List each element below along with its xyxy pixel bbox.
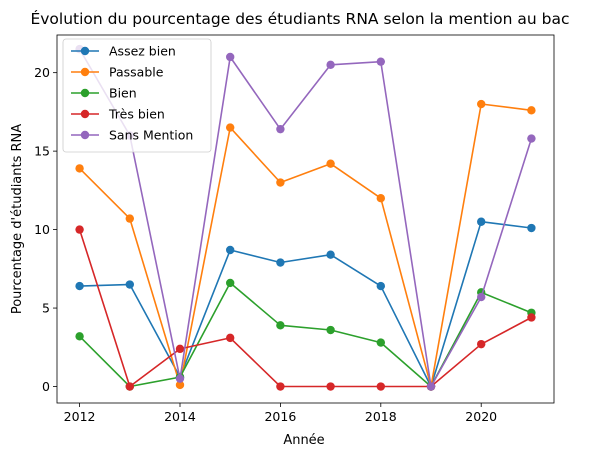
y-tick-label: 5	[42, 301, 50, 316]
data-point-passable	[75, 164, 84, 173]
data-point-tres-bien	[276, 382, 285, 391]
data-point-assez-bien	[527, 223, 536, 233]
data-point-passable	[276, 178, 285, 187]
legend-marker	[80, 67, 90, 77]
series-assez-bien	[75, 217, 536, 391]
data-point-sans-mention	[276, 124, 285, 134]
data-point-bien	[376, 338, 386, 347]
series-line-bien	[79, 282, 532, 388]
data-point-passable	[326, 159, 335, 168]
data-point-assez-bien	[75, 281, 84, 291]
legend-label: Sans Mention	[109, 128, 193, 143]
data-point-sans-mention	[175, 374, 185, 383]
series-line-sans-mention	[78, 48, 533, 388]
x-axis-label: Année	[283, 433, 324, 448]
series-line-assez-bien	[79, 220, 532, 388]
data-point-assez-bien	[225, 245, 235, 255]
legend: Assez bien Passable Bien Très bien Sans Ment…	[62, 38, 212, 153]
legend-marker	[80, 109, 90, 119]
x-tick-label: 2014	[164, 409, 196, 424]
legend-label: Très bien	[108, 107, 165, 122]
data-point-tres-bien	[477, 339, 486, 349]
data-point-bien	[276, 321, 285, 330]
x-tick-label: 2012	[64, 409, 96, 424]
data-point-sans-mention	[376, 57, 386, 66]
data-point-passable	[477, 99, 486, 109]
data-point-tres-bien	[326, 382, 335, 391]
data-point-bien	[75, 332, 84, 341]
plot-frame	[56, 34, 555, 404]
data-point-tres-bien	[125, 382, 134, 391]
data-point-assez-bien	[276, 258, 285, 267]
legend-marker	[80, 88, 90, 98]
data-point-bien	[225, 278, 235, 288]
data-point-sans-mention	[527, 134, 536, 143]
y-tick-label: 15	[34, 144, 50, 159]
data-point-passable	[376, 194, 386, 203]
legend-marker	[80, 46, 90, 56]
legend-label: Assez bien	[109, 44, 176, 59]
series-line-passable	[79, 103, 532, 388]
legend-label: Bien	[109, 86, 137, 101]
data-point-assez-bien	[125, 280, 134, 289]
data-point-tres-bien	[527, 313, 536, 322]
x-tick-label: 2018	[365, 409, 397, 424]
y-tick-label: 0	[42, 379, 50, 394]
data-point-passable	[175, 380, 185, 390]
y-axis-label: Pourcentage d'étudiants RNA	[10, 124, 25, 314]
y-tick-label: 10	[34, 222, 50, 237]
data-point-bien	[326, 325, 335, 335]
data-point-assez-bien	[477, 217, 486, 226]
data-point-tres-bien	[225, 333, 235, 343]
data-point-passable	[225, 123, 235, 132]
data-point-assez-bien	[326, 250, 335, 259]
legend-marker	[80, 130, 90, 140]
x-tick-label: 2016	[264, 409, 296, 424]
x-tick-label: 2020	[465, 409, 497, 424]
data-point-passable	[125, 214, 134, 223]
data-point-sans-mention	[426, 382, 436, 391]
data-point-assez-bien	[376, 281, 386, 291]
data-point-sans-mention	[326, 60, 335, 70]
data-point-tres-bien	[75, 225, 84, 234]
axes: 2012 2014 2016 2018 2020 0 5 10 15 20	[34, 34, 555, 424]
data-point-tres-bien	[376, 382, 386, 391]
series-line-tres-bien	[78, 229, 532, 388]
data-point-passable	[527, 106, 536, 115]
chart-title: Évolution du pourcentage des étudiants R…	[30, 9, 569, 28]
legend-box	[62, 38, 212, 153]
data-point-sans-mention	[225, 52, 235, 62]
y-tick-label: 20	[34, 65, 50, 80]
data-point-sans-mention	[477, 292, 486, 302]
legend-label: Passable	[109, 65, 164, 80]
data-point-tres-bien	[175, 344, 185, 354]
